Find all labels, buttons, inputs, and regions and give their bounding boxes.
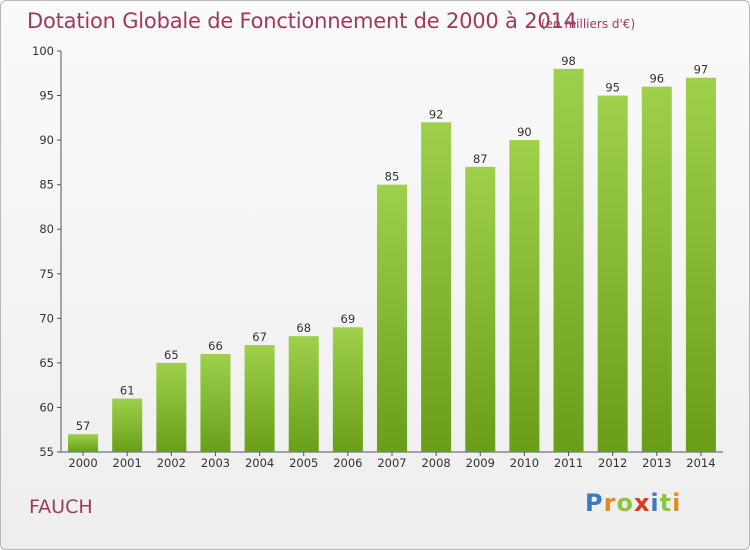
- logo-letter: i: [650, 489, 660, 517]
- x-tick-label: 2010: [510, 456, 539, 470]
- y-tick-label: 100: [32, 44, 54, 58]
- bar-value-label: 85: [385, 170, 400, 184]
- bar: [509, 140, 540, 452]
- bar: [421, 122, 452, 453]
- logo-letter: r: [603, 489, 617, 517]
- bar-value-label: 68: [296, 321, 311, 335]
- y-tick-label: 55: [39, 445, 54, 459]
- y-tick-label: 75: [39, 267, 54, 281]
- bar-value-label: 69: [341, 312, 356, 326]
- x-tick-label: 2006: [333, 456, 362, 470]
- bar: [288, 336, 319, 452]
- bar-value-label: 57: [76, 419, 91, 433]
- y-tick-label: 85: [39, 178, 54, 192]
- x-tick-label: 2012: [598, 456, 627, 470]
- x-tick-label: 2005: [289, 456, 318, 470]
- bar-value-label: 90: [517, 125, 532, 139]
- x-tick-label: 2003: [201, 456, 230, 470]
- logo-letter: t: [659, 489, 673, 517]
- bar-value-label: 61: [120, 384, 135, 398]
- chart-axes: 55 60 65 70 75 80 85 90 95 100 2000 2001 2002 2003 200…: [32, 44, 723, 470]
- x-tick-label: 2007: [377, 456, 406, 470]
- bar: [641, 86, 672, 453]
- bar-value-label: 65: [164, 348, 179, 362]
- x-tick-label: 2002: [157, 456, 186, 470]
- bar: [377, 184, 407, 452]
- y-tick-label: 70: [39, 311, 54, 325]
- x-tick-label: 2011: [554, 456, 583, 470]
- chart-value-labels: 57 61 65 66 67 68 69 85 92 87 90 98 95 96 97: [76, 54, 709, 433]
- y-tick-label: 90: [39, 133, 54, 147]
- x-tick-label: 2014: [686, 456, 715, 470]
- bar-value-label: 96: [649, 72, 664, 86]
- bar-value-label: 66: [208, 339, 223, 353]
- y-tick-label: 95: [39, 89, 54, 103]
- commune-name: FAUCH: [29, 496, 93, 518]
- logo-letter: x: [633, 489, 651, 517]
- x-tick-label: 2004: [245, 456, 274, 470]
- bar: [68, 434, 99, 452]
- x-tick-label: 2013: [642, 456, 671, 470]
- bar-value-label: 92: [429, 107, 444, 121]
- x-tick-label: 2009: [466, 456, 495, 470]
- bar-value-label: 95: [605, 81, 620, 95]
- y-tick-label: 80: [39, 222, 54, 236]
- y-tick-label: 65: [39, 356, 54, 370]
- bar: [553, 68, 584, 453]
- bar: [465, 166, 496, 452]
- bar: [244, 345, 275, 452]
- bar-value-label: 87: [473, 152, 488, 166]
- bar-value-label: 97: [694, 63, 709, 77]
- x-tick-label: 2008: [421, 456, 450, 470]
- bar: [156, 362, 187, 452]
- bar-value-label: 98: [561, 54, 576, 68]
- bar: [200, 353, 231, 452]
- logo-letter: i: [672, 489, 682, 517]
- bar: [112, 398, 143, 452]
- chart-title: Dotation Globale de Fonctionnement de 20…: [27, 9, 577, 33]
- x-tick-label: 2001: [113, 456, 142, 470]
- x-tick-label: 2000: [68, 456, 97, 470]
- bar: [332, 327, 363, 452]
- bar: [685, 77, 716, 452]
- bar-value-label: 67: [252, 330, 267, 344]
- bar: [597, 95, 628, 453]
- logo-letter: o: [616, 489, 634, 517]
- y-tick-label: 60: [39, 400, 54, 414]
- proxiti-logo: Proxiti: [585, 489, 681, 517]
- chart-unit: (en milliers d'€): [541, 17, 636, 31]
- chart-bars: [68, 68, 716, 453]
- logo-letter: P: [585, 489, 604, 517]
